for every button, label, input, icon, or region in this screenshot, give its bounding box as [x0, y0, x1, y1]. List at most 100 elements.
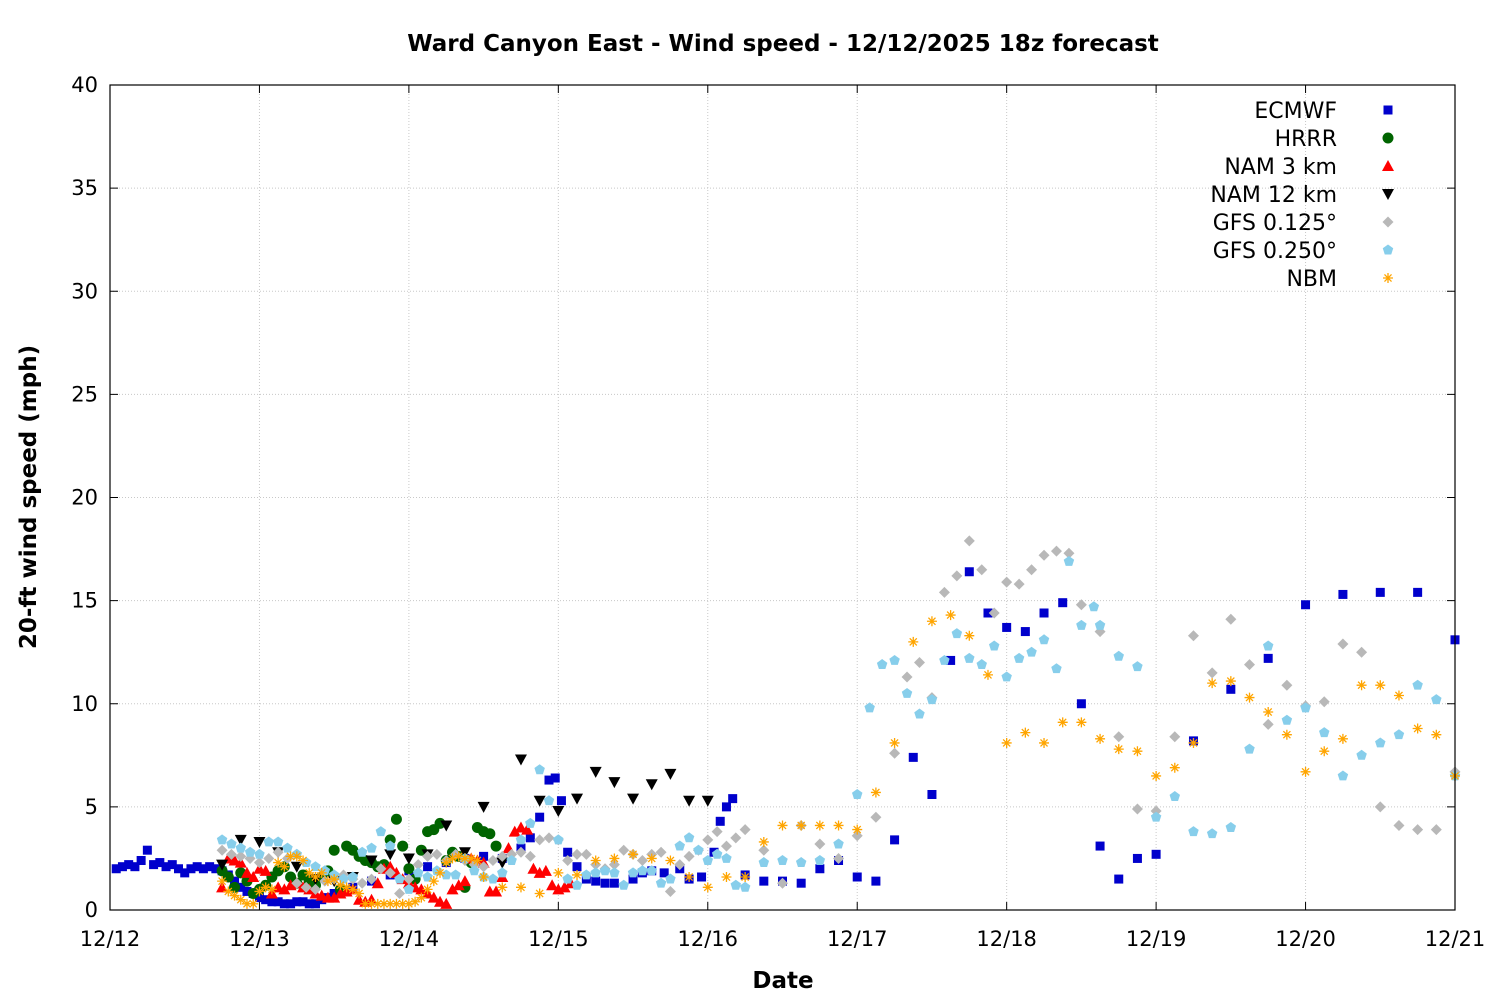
gfs-0-125-point: [524, 850, 536, 862]
gfs-0-250-point: [347, 871, 359, 882]
nbm-point: [665, 855, 676, 866]
ecmwf-point: [871, 876, 881, 886]
nbm-point: [1095, 733, 1106, 744]
nam-12-km-point: [627, 793, 640, 805]
nbm-point: [1151, 770, 1162, 781]
legend-label: GFS 0.250°: [1213, 239, 1337, 264]
gfs-0-125-point: [758, 844, 770, 856]
gfs-0-250-point: [627, 867, 639, 878]
nam-3-km-point: [490, 885, 503, 897]
nbm-point: [266, 884, 277, 895]
gfs-0-250-point: [1188, 826, 1199, 837]
nbm-point: [908, 636, 919, 647]
gfs-0-250-point: [599, 865, 611, 876]
gfs-0-125-point: [702, 834, 714, 846]
gfs-0-125-point: [1169, 731, 1181, 743]
ecmwf-point: [1151, 849, 1161, 859]
y-tick-label: 5: [85, 795, 98, 819]
gfs-0-125-point: [730, 832, 742, 844]
nbm-point: [1244, 692, 1255, 703]
gfs-0-250-point: [366, 842, 377, 853]
ecmwf-point: [1338, 589, 1348, 599]
nam-12-km-point: [253, 836, 266, 848]
gfs-0-125-point: [976, 564, 988, 576]
gfs-0-250-point: [814, 855, 826, 865]
ecmwf-point: [205, 862, 215, 872]
gfs-0-250-point: [581, 869, 592, 880]
gfs-0-125-point: [720, 840, 732, 852]
ecmwf-point: [563, 847, 573, 857]
ecmwf-point: [721, 802, 731, 812]
ecmwf-point: [136, 856, 146, 865]
gfs-0-125-point: [988, 607, 1000, 619]
nbm-point: [1375, 680, 1386, 691]
ecmwf-point: [111, 864, 121, 874]
series-nam-12-km: [216, 754, 714, 888]
nbm-point: [322, 876, 333, 887]
x-tick-label: 12/14: [379, 927, 440, 951]
axis-ticks: 0 5 10 15 20 25 30 35 40 12/12 12/13 12/14 12/15 12/1…: [71, 73, 1485, 951]
nam-12-km-point: [664, 768, 677, 780]
ecmwf-point: [1263, 653, 1273, 663]
gfs-0-250-point: [730, 879, 742, 890]
gfs-0-250-point: [515, 834, 527, 845]
gfs-0-250-point: [1393, 729, 1405, 740]
ecmwf-point: [254, 893, 264, 903]
gfs-0-125-point: [1244, 659, 1256, 671]
gfs-0-250-point: [1088, 601, 1100, 612]
nbm-point: [684, 872, 695, 882]
gfs-0-125-point: [814, 838, 826, 850]
nam-12-km-point: [683, 795, 696, 807]
nam-3-km-point: [446, 883, 459, 895]
nam-3-km-point: [415, 883, 428, 895]
ecmwf-point: [292, 897, 302, 907]
hrrr-point: [490, 840, 502, 852]
legend-marker: [1382, 160, 1394, 171]
hrrr-point: [229, 881, 241, 893]
gfs-0-250-point: [1150, 811, 1162, 822]
gfs-0-125-point: [291, 877, 303, 889]
gfs-0-250-point: [739, 881, 751, 892]
ecmwf-point: [198, 864, 208, 874]
ecmwf-point: [1413, 587, 1423, 597]
nbm-point: [572, 869, 583, 880]
gfs-0-125-point: [636, 855, 648, 866]
nbm-point: [553, 867, 564, 878]
ecmwf-point: [173, 864, 183, 874]
nbm-point: [416, 892, 427, 903]
gfs-0-250-point: [702, 855, 714, 865]
y-tick-label: 0: [85, 898, 98, 922]
ecmwf-point: [161, 862, 171, 872]
gfs-0-250-point: [833, 838, 844, 849]
gfs-0-125-point: [1356, 646, 1368, 658]
gfs-0-125-point: [1318, 696, 1330, 708]
nbm-point: [347, 884, 358, 895]
gfs-0-250-point: [1337, 770, 1349, 781]
nam-12-km-point: [571, 793, 584, 805]
nbm-point: [260, 882, 271, 893]
gfs-0-125-point: [1225, 613, 1237, 625]
nbm-point: [248, 898, 259, 909]
nbm-point: [889, 737, 900, 748]
gfs-0-125-point: [571, 848, 583, 860]
chart-title: Ward Canyon East - Wind speed - 12/12/20…: [407, 31, 1159, 57]
nbm-point: [1393, 690, 1404, 701]
nbm-point: [478, 872, 489, 882]
nbm-point: [453, 851, 464, 862]
ecmwf-point: [525, 833, 535, 843]
gfs-0-250-point: [1300, 702, 1311, 713]
gfs-0-250-point: [441, 869, 452, 880]
gfs-0-250-point: [375, 826, 387, 837]
legend-marker: [1382, 189, 1394, 200]
gfs-0-250-point: [1169, 791, 1181, 802]
gfs-0-125-point: [777, 877, 788, 889]
nam-12-km-point: [589, 766, 602, 778]
gfs-0-250-point: [711, 848, 723, 859]
ecmwf-point: [890, 835, 900, 845]
gfs-0-250-point: [1225, 822, 1237, 832]
gfs-0-125-point: [309, 883, 321, 895]
gfs-0-125-point: [889, 747, 901, 759]
gfs-0-125-point: [1075, 599, 1087, 611]
gfs-0-250-point: [543, 795, 555, 806]
nbm-point: [964, 630, 975, 641]
